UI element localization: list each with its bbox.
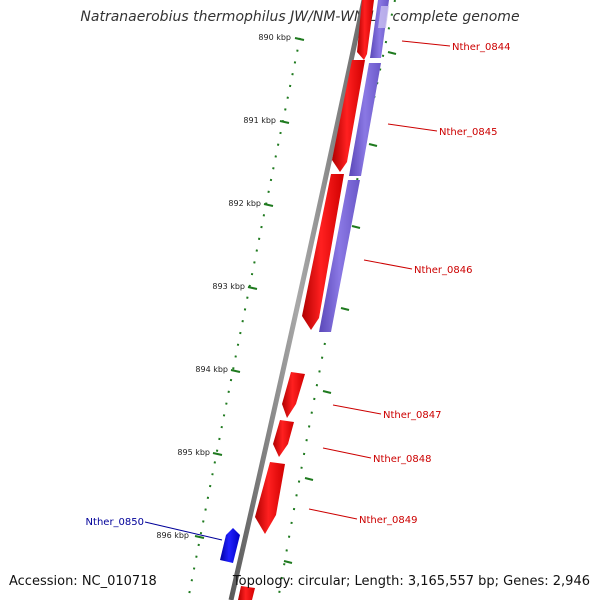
gene-arrow-Nther_0845[interactable]: [332, 60, 365, 172]
gene-arrow-Nther_0850[interactable]: [220, 528, 240, 563]
gene-label-Nther_0848[interactable]: Nther_0848: [373, 454, 431, 465]
gene-arrow-Nther_0844[interactable]: [357, 0, 374, 60]
genome-backbone: [228, 0, 367, 600]
orf-track-highlight: [378, 6, 389, 28]
gene-arrow-Nther_0848[interactable]: [273, 420, 294, 457]
tick-label-890: 890 kbp: [258, 33, 291, 42]
tick-label-892: 892 kbp: [228, 199, 261, 208]
orf-track-segment: [349, 63, 381, 176]
accession-text: Accession: NC_010718: [9, 574, 157, 589]
tick-label-894: 894 kbp: [195, 365, 228, 374]
outer-major-ticks: [283, 51, 397, 564]
gene-label-Nther_0847[interactable]: Nther_0847: [383, 410, 441, 421]
gene-labels: Nther_0844 Nther_0845 Nther_0846 Nther_0…: [86, 42, 511, 528]
topology-text: Topology: circular; Length: 3,165,557 bp…: [232, 574, 590, 589]
major-ticks: [194, 37, 305, 539]
gene-arrow-partial: [238, 586, 255, 600]
tick-labels: 890 kbp 891 kbp 892 kbp 893 kbp 894 kbp …: [156, 33, 291, 540]
tick-label-896: 896 kbp: [156, 531, 189, 540]
tick-label-895: 895 kbp: [177, 448, 210, 457]
gene-arrow-Nther_0846[interactable]: [302, 174, 344, 330]
tick-label-891: 891 kbp: [243, 116, 276, 125]
orf-track-segment: [319, 180, 360, 332]
gene-label-Nther_0846[interactable]: Nther_0846: [414, 265, 472, 276]
gene-label-Nther_0849[interactable]: Nther_0849: [359, 515, 417, 526]
genome-title: Natranaerobius thermophilus JW/NM-WN-LF,…: [80, 9, 520, 25]
gene-label-Nther_0844[interactable]: Nther_0844: [452, 42, 510, 53]
gene-arrow-Nther_0849[interactable]: [255, 462, 285, 534]
gene-label-Nther_0850[interactable]: Nther_0850: [86, 517, 144, 528]
gene-label-Nther_0845[interactable]: Nther_0845: [439, 127, 497, 138]
tick-label-893: 893 kbp: [212, 282, 245, 291]
gene-arrow-Nther_0847[interactable]: [282, 372, 305, 418]
label-leaders: [144, 40, 451, 541]
